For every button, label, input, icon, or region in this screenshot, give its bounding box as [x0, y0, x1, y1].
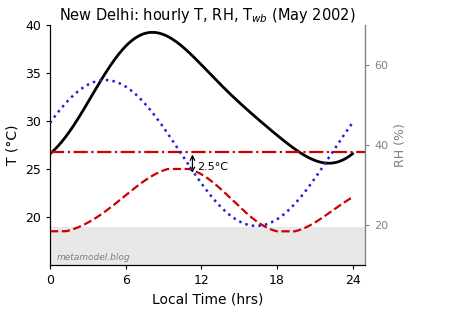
X-axis label: Local Time (hrs): Local Time (hrs)	[152, 292, 263, 306]
Title: New Delhi: hourly T, RH, T$_{wb}$ (May 2002): New Delhi: hourly T, RH, T$_{wb}$ (May 2…	[59, 6, 356, 25]
Y-axis label: T (°C): T (°C)	[6, 125, 19, 165]
Y-axis label: RH (%): RH (%)	[394, 123, 407, 167]
Text: $T_{wb}$: $T_{wb}$	[0, 311, 1, 312]
Text: metamodel.blog: metamodel.blog	[56, 253, 130, 262]
Text: $T_{wb}$(maxavg): $T_{wb}$(maxavg)	[0, 311, 1, 312]
Text: 2.5°C: 2.5°C	[198, 162, 228, 172]
Bar	[50, 227, 365, 265]
